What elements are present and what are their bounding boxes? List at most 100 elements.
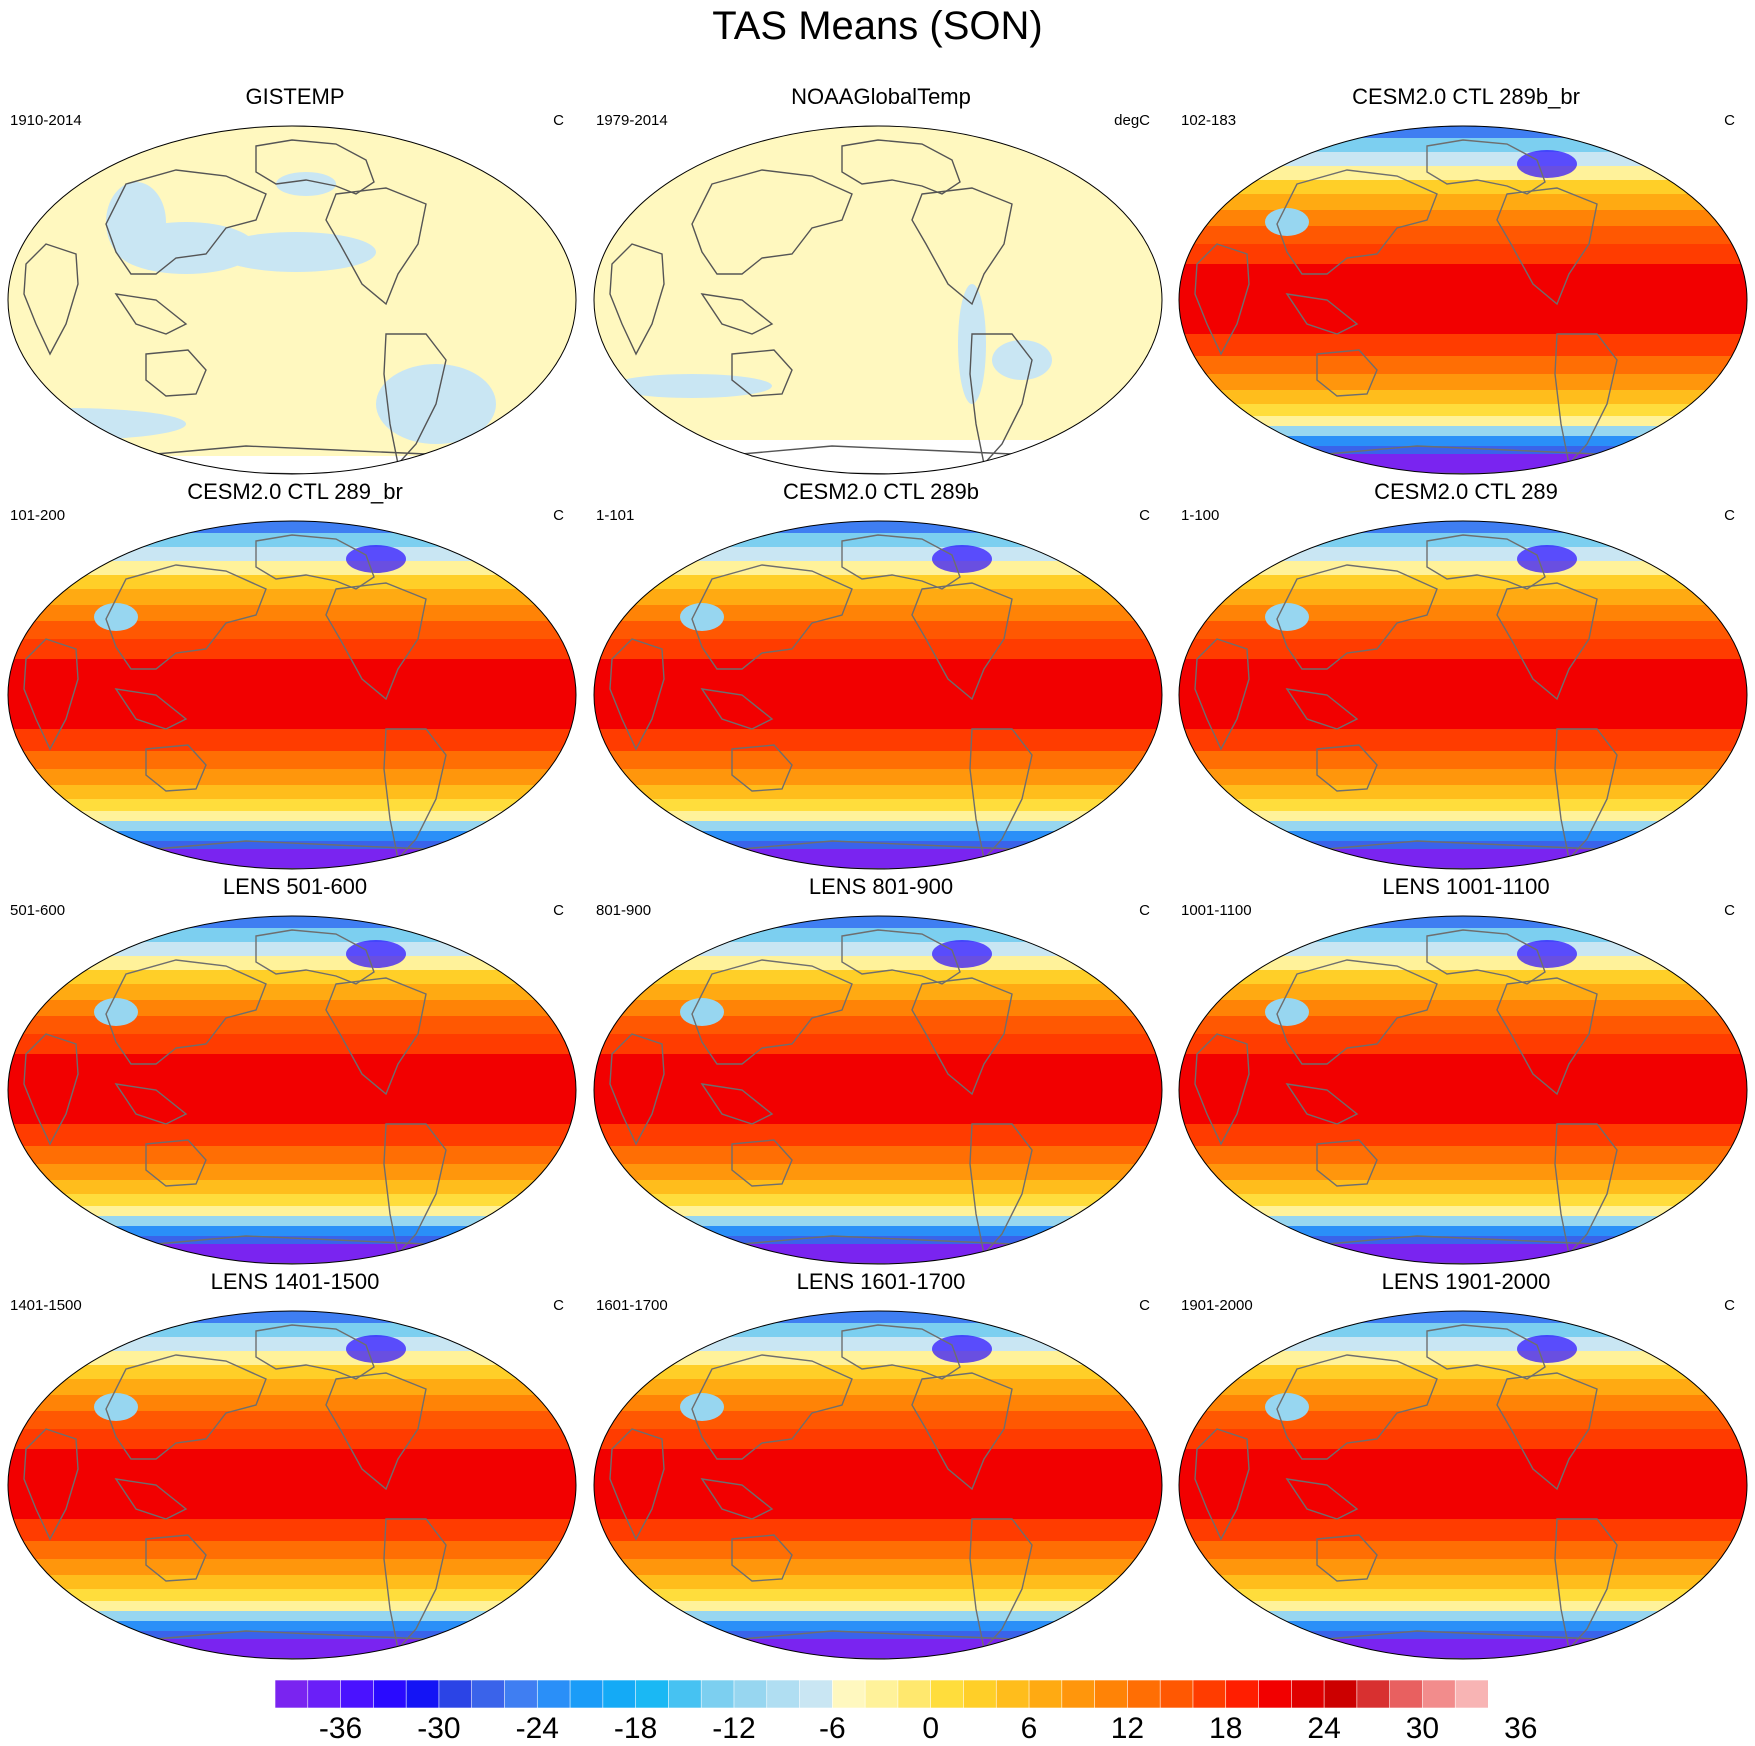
temperature-band bbox=[1179, 1639, 1747, 1659]
temperature-band bbox=[1179, 194, 1747, 210]
temperature-band bbox=[594, 799, 1162, 811]
colorbar-swatch bbox=[1192, 1680, 1227, 1708]
panel-units: C bbox=[553, 112, 564, 129]
panel-years: 1601-1700 bbox=[596, 1297, 668, 1314]
figure-title: TAS Means (SON) bbox=[712, 4, 1043, 48]
panel-years: 1001-1100 bbox=[1181, 902, 1252, 919]
plateau-cold-spot bbox=[1265, 208, 1309, 236]
temperature-band bbox=[594, 659, 1162, 729]
temperature-band bbox=[1179, 244, 1747, 264]
temperature-band bbox=[8, 821, 576, 831]
map-projection bbox=[7, 1310, 577, 1660]
temperature-band bbox=[8, 1016, 576, 1034]
coastline bbox=[105, 1354, 267, 1460]
map-field bbox=[1179, 521, 1747, 869]
temperature-band bbox=[1179, 621, 1747, 639]
coastline bbox=[145, 349, 207, 397]
map-panel: CESM2.0 CTL 289b 1-101 C bbox=[592, 479, 1170, 871]
colorbar-tick-label: -12 bbox=[712, 1712, 756, 1745]
temperature-band bbox=[594, 970, 1162, 984]
coastline bbox=[731, 1139, 793, 1187]
temperature-band bbox=[8, 769, 576, 785]
temperature-band bbox=[1179, 426, 1747, 436]
temperature-band bbox=[594, 831, 1162, 841]
temperature-band bbox=[8, 1216, 576, 1226]
temperature-band bbox=[8, 1034, 576, 1054]
colorbar-swatch bbox=[471, 1680, 506, 1708]
coastline bbox=[841, 929, 961, 985]
coastline bbox=[1554, 1518, 1618, 1651]
map-projection bbox=[1178, 1310, 1748, 1660]
temperature-band bbox=[8, 1146, 576, 1164]
temperature-band bbox=[1179, 575, 1747, 589]
temperature-band bbox=[8, 605, 576, 621]
temperature-band bbox=[594, 769, 1162, 785]
temperature-band bbox=[1179, 374, 1747, 390]
colorbar-tick-label: 30 bbox=[1405, 1712, 1440, 1745]
map-border bbox=[7, 915, 577, 1265]
coastline bbox=[1194, 243, 1250, 356]
map-panel: CESM2.0 CTL 289 1-100 C bbox=[1177, 479, 1755, 871]
temperature-band bbox=[1179, 1206, 1747, 1216]
colorbar-swatch bbox=[438, 1680, 473, 1708]
cool-region bbox=[612, 374, 772, 398]
temperature-band bbox=[1179, 1146, 1747, 1164]
temperature-band bbox=[594, 984, 1162, 1000]
temperature-band bbox=[594, 1429, 1162, 1449]
temperature-band bbox=[1179, 210, 1747, 226]
colorbar-swatch bbox=[1422, 1680, 1457, 1708]
temperature-band bbox=[594, 1411, 1162, 1429]
map-projection bbox=[593, 125, 1163, 475]
coastline bbox=[105, 564, 267, 670]
colorbar-swatch bbox=[1323, 1680, 1358, 1708]
coastline bbox=[325, 977, 427, 1096]
panel-units: C bbox=[1724, 507, 1735, 524]
colorbar-swatch bbox=[700, 1680, 735, 1708]
colorbar-swatch bbox=[1225, 1680, 1260, 1708]
temperature-band bbox=[594, 1244, 1162, 1264]
temperature-band bbox=[594, 1639, 1162, 1659]
coastline bbox=[114, 1478, 188, 1520]
temperature-band bbox=[1179, 1034, 1747, 1054]
coastline bbox=[1426, 929, 1546, 985]
temperature-band bbox=[594, 1395, 1162, 1411]
temperature-band bbox=[594, 621, 1162, 639]
temperature-band bbox=[1179, 1337, 1747, 1351]
coastline bbox=[105, 959, 267, 1065]
colorbar-tick-label: -6 bbox=[818, 1712, 846, 1745]
colorbar-swatch bbox=[995, 1680, 1030, 1708]
colorbar-swatch bbox=[1127, 1680, 1161, 1708]
temperature-band bbox=[1179, 1379, 1747, 1395]
colorbar-swatch bbox=[897, 1680, 932, 1708]
temperature-band bbox=[8, 1236, 576, 1244]
panel-units: C bbox=[1724, 1297, 1735, 1314]
temperature-band bbox=[594, 1601, 1162, 1611]
temperature-band bbox=[8, 970, 576, 984]
colorbar-tick-label: 6 bbox=[1020, 1712, 1038, 1745]
coastline bbox=[1276, 959, 1438, 1065]
colorbar-swatch bbox=[307, 1680, 342, 1708]
map-field bbox=[8, 521, 576, 869]
temperature-band bbox=[8, 1519, 576, 1541]
temperature-band bbox=[1179, 1601, 1747, 1611]
temperature-band bbox=[1179, 799, 1747, 811]
coastline bbox=[700, 688, 774, 730]
panel-title: NOAAGlobalTemp bbox=[791, 84, 971, 109]
colorbar-tick-label: -30 bbox=[417, 1712, 461, 1745]
panel-years: 1-100 bbox=[1181, 507, 1220, 524]
plateau-cold-spot bbox=[680, 998, 724, 1026]
temperature-band bbox=[594, 811, 1162, 821]
colorbar-tick-label: 36 bbox=[1504, 1712, 1538, 1745]
temperature-band bbox=[8, 1621, 576, 1631]
colorbar-swatch bbox=[569, 1680, 604, 1708]
temperature-band bbox=[1179, 659, 1747, 729]
coastline bbox=[700, 1083, 774, 1125]
map-panel: CESM2.0 CTL 289b_br 102-183 C bbox=[1177, 84, 1755, 476]
temperature-band bbox=[1179, 1164, 1747, 1180]
coastline bbox=[23, 1033, 79, 1146]
temperature-band bbox=[594, 1541, 1162, 1559]
temperature-band bbox=[1179, 751, 1747, 769]
map-border bbox=[1178, 1310, 1748, 1660]
panel-years: 1901-2000 bbox=[1181, 1297, 1253, 1314]
temperature-band bbox=[1179, 436, 1747, 446]
